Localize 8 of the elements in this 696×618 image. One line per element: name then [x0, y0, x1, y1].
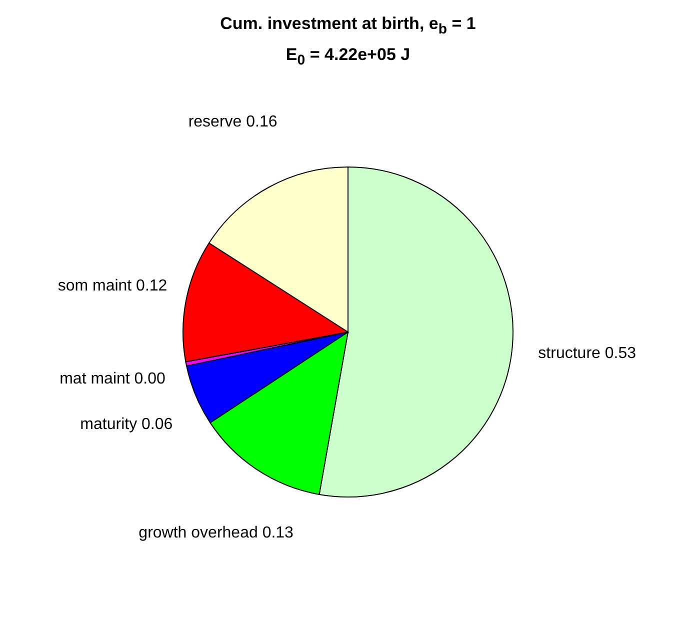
slice-label: structure 0.53 — [538, 345, 636, 362]
chart-subtitle: E$_{0}$ = 4.22e+05 J — [284, 44, 412, 70]
slice-label: growth overhead 0.13 — [138, 524, 294, 542]
slice-label: mat maint 0.00 — [60, 370, 166, 388]
chart-title: Cum. investment at birth, e$_{b}$ = 1 — [219, 13, 477, 40]
slice-label: maturity 0.06 — [80, 416, 173, 434]
slice-label: reserve 0.16 — [188, 114, 278, 131]
slice-label: som maint 0.12 — [58, 278, 168, 295]
